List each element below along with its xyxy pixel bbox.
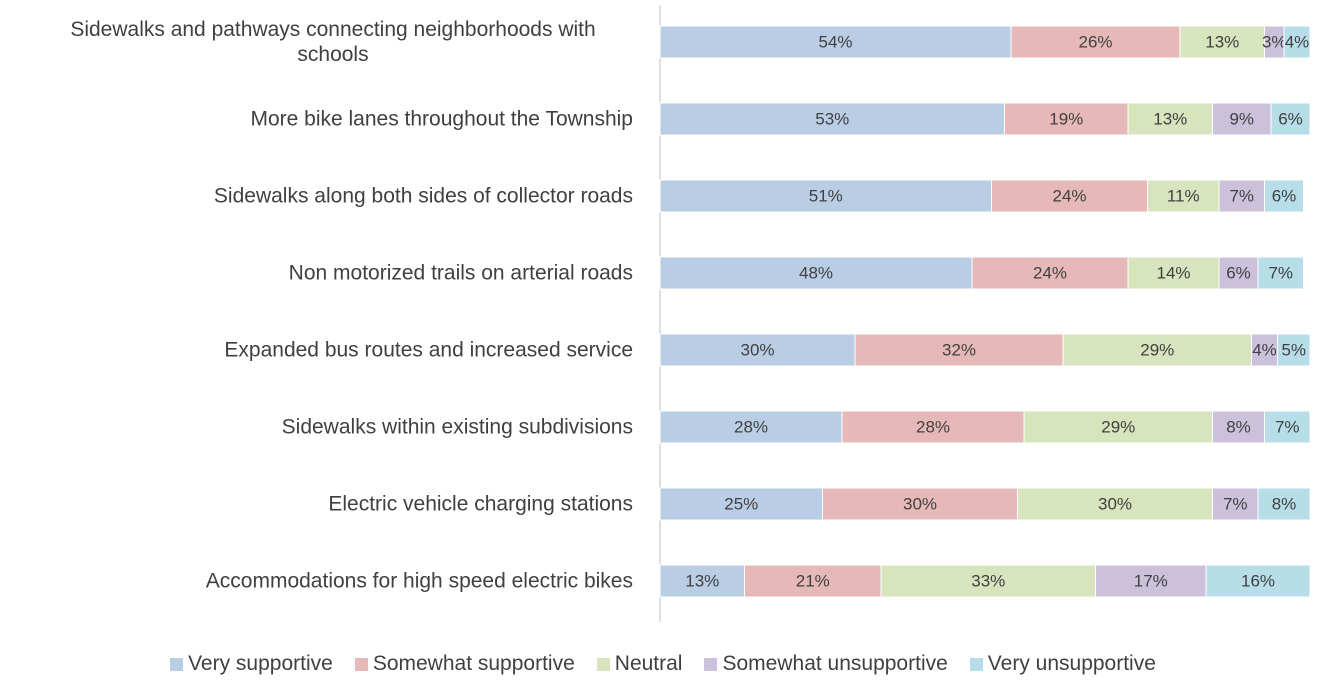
legend-label: Somewhat unsupportive bbox=[722, 652, 948, 675]
data-label: 24% bbox=[1033, 263, 1067, 282]
data-label: 54% bbox=[818, 32, 852, 51]
data-label: 32% bbox=[942, 340, 976, 359]
bar-segment bbox=[822, 487, 1018, 521]
bar-segment bbox=[1257, 256, 1304, 290]
bar-segment bbox=[659, 333, 856, 367]
bar-segment bbox=[1270, 102, 1311, 136]
data-label: 7% bbox=[1275, 417, 1300, 436]
data-label: 6% bbox=[1278, 109, 1303, 128]
bar-segment bbox=[854, 333, 1064, 367]
data-label: 13% bbox=[1205, 32, 1239, 51]
bar-segment bbox=[1095, 564, 1207, 598]
legend-swatch bbox=[170, 657, 184, 671]
legend-item: Neutral bbox=[596, 652, 683, 676]
bar-segment bbox=[659, 179, 992, 213]
category-label: More bike lanes throughout the Township bbox=[250, 107, 633, 131]
bar-segment bbox=[1218, 179, 1265, 213]
data-label: 3% bbox=[1262, 32, 1287, 51]
data-label: 7% bbox=[1229, 186, 1254, 205]
data-label: 14% bbox=[1156, 263, 1190, 282]
category-label: Accommodations for high speed electric b… bbox=[205, 569, 633, 593]
bar-segment bbox=[991, 179, 1148, 213]
category-label: Electric vehicle charging stations bbox=[328, 492, 633, 516]
data-label: 16% bbox=[1241, 571, 1275, 590]
legend-label: Very unsupportive bbox=[987, 652, 1156, 675]
bar-segment bbox=[1205, 564, 1311, 598]
category-label: Sidewalks along both sides of collector … bbox=[213, 184, 633, 208]
bar-segment bbox=[659, 564, 745, 598]
data-label: 28% bbox=[734, 417, 768, 436]
bar-segment bbox=[841, 410, 1025, 444]
bar-segment bbox=[1283, 25, 1311, 59]
data-label: 6% bbox=[1226, 263, 1251, 282]
bar-segment bbox=[1023, 410, 1213, 444]
bar-segment bbox=[744, 564, 882, 598]
bar-segment bbox=[1212, 410, 1265, 444]
data-label: 4% bbox=[1285, 32, 1310, 51]
legend-item: Very unsupportive bbox=[969, 652, 1156, 676]
category-label: Sidewalks within existing subdivisions bbox=[281, 415, 633, 439]
bar-segment bbox=[659, 102, 1005, 136]
data-label: 6% bbox=[1272, 186, 1297, 205]
bar-segment bbox=[1218, 256, 1259, 290]
data-label: 8% bbox=[1226, 417, 1251, 436]
data-label: 13% bbox=[1153, 109, 1187, 128]
data-label: 33% bbox=[971, 571, 1005, 590]
bar-segment bbox=[1004, 102, 1129, 136]
legend-label: Very supportive bbox=[188, 652, 333, 675]
bar-segment bbox=[1277, 333, 1311, 367]
legend-label: Somewhat supportive bbox=[372, 652, 575, 675]
bar-segment bbox=[659, 487, 823, 521]
data-label: 30% bbox=[903, 494, 937, 513]
data-label: 13% bbox=[685, 571, 719, 590]
bar-segment bbox=[1264, 179, 1304, 213]
data-label: 8% bbox=[1272, 494, 1297, 513]
legend-swatch bbox=[354, 657, 368, 671]
legend: Very supportive Somewhat supportive Neutra… bbox=[0, 652, 1326, 676]
data-label: 9% bbox=[1229, 109, 1254, 128]
data-label: 26% bbox=[1078, 32, 1112, 51]
bar-segment bbox=[1017, 487, 1213, 521]
data-label: 25% bbox=[724, 494, 758, 513]
data-label: 24% bbox=[1052, 186, 1086, 205]
data-label: 30% bbox=[740, 340, 774, 359]
legend-item: Somewhat supportive bbox=[354, 652, 575, 676]
data-label: 19% bbox=[1049, 109, 1083, 128]
data-label: 7% bbox=[1223, 494, 1248, 513]
data-label: 28% bbox=[916, 417, 950, 436]
bar-segment bbox=[1062, 333, 1252, 367]
data-label: 4% bbox=[1252, 340, 1277, 359]
data-label: 11% bbox=[1167, 186, 1200, 205]
legend-item: Somewhat unsupportive bbox=[704, 652, 948, 676]
bar-segment bbox=[1010, 25, 1181, 59]
legend-item: Very supportive bbox=[170, 652, 333, 676]
legend-swatch bbox=[596, 657, 610, 671]
data-label: 17% bbox=[1134, 571, 1168, 590]
data-label: 53% bbox=[815, 109, 849, 128]
category-label: Sidewalks and pathways connecting neighb… bbox=[70, 18, 596, 66]
bar-segment bbox=[1264, 410, 1311, 444]
bar-segment bbox=[880, 564, 1096, 598]
data-label: 51% bbox=[809, 186, 843, 205]
category-label: Expanded bus routes and increased servic… bbox=[224, 338, 633, 362]
data-label: 30% bbox=[1098, 494, 1132, 513]
data-label: 5% bbox=[1281, 340, 1306, 359]
data-label: 29% bbox=[1140, 340, 1174, 359]
legend-label: Neutral bbox=[614, 652, 683, 675]
data-label: 48% bbox=[799, 263, 833, 282]
category-label: Non motorized trails on arterial roads bbox=[288, 261, 633, 285]
bar-segment bbox=[1179, 25, 1265, 59]
bar-segment bbox=[1147, 179, 1220, 213]
data-label: 21% bbox=[796, 571, 830, 590]
legend-swatch bbox=[969, 657, 983, 671]
data-label: 29% bbox=[1101, 417, 1135, 436]
data-label: 7% bbox=[1268, 263, 1293, 282]
bar-segment bbox=[659, 410, 843, 444]
legend-swatch bbox=[704, 657, 718, 671]
bar-segment bbox=[1257, 487, 1311, 521]
